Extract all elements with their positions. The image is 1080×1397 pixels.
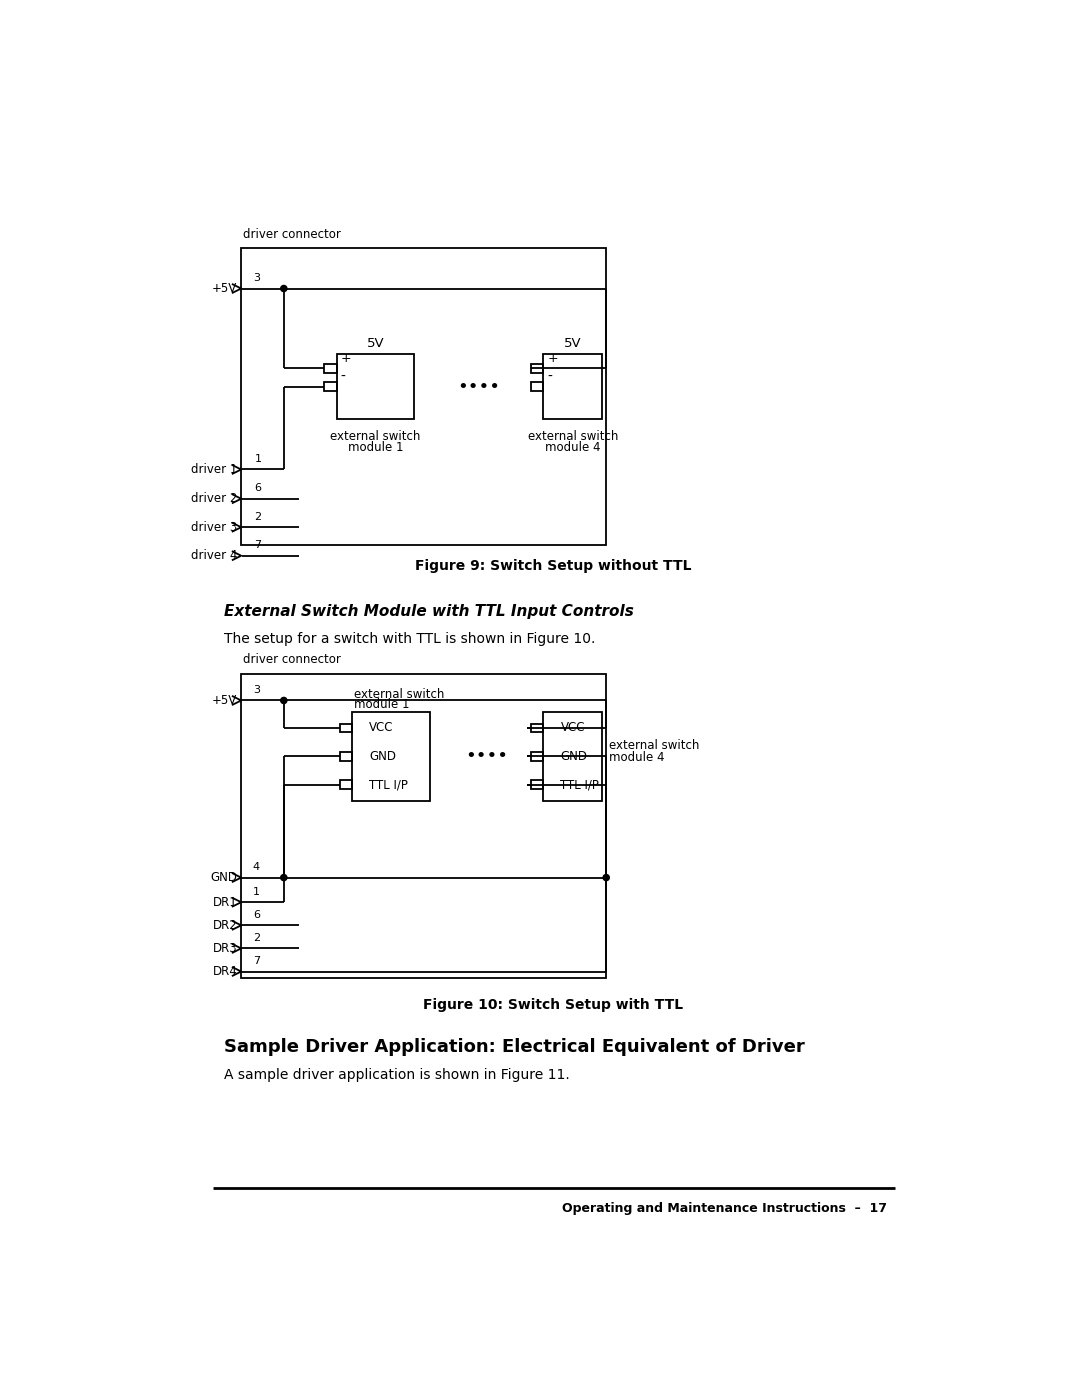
Text: VCC: VCC [561,721,585,735]
Text: A sample driver application is shown in Figure 11.: A sample driver application is shown in … [225,1069,570,1083]
Bar [337,353,414,419]
Bar [531,752,543,760]
Text: The setup for a switch with TTL is shown in Figure 10.: The setup for a switch with TTL is shown… [225,631,595,645]
Circle shape [281,285,287,292]
Bar [543,712,603,800]
Text: External Switch Module with TTL Input Controls: External Switch Module with TTL Input Co… [225,605,634,619]
Text: -: - [340,370,346,384]
Text: module 4: module 4 [608,752,664,764]
Text: Sample Driver Application: Electrical Equivalent of Driver: Sample Driver Application: Electrical Eq… [225,1038,805,1056]
Text: driver 2: driver 2 [191,492,238,506]
Text: 5V: 5V [564,337,582,351]
Text: +: + [548,352,558,365]
Text: DR3: DR3 [213,942,238,956]
Text: GND: GND [561,750,588,763]
Text: module 4: module 4 [545,441,600,454]
Text: DR2: DR2 [213,919,238,932]
Text: 3: 3 [253,274,260,284]
Text: 2: 2 [255,511,261,522]
Bar [543,353,603,419]
Text: Operating and Maintenance Instructions  –  17: Operating and Maintenance Instructions –… [562,1203,887,1215]
Text: GND: GND [211,872,238,884]
Text: ••••: •••• [457,377,500,395]
Text: 7: 7 [253,956,260,967]
Text: TTL I/P: TTL I/P [561,778,599,791]
Text: DR4: DR4 [213,965,238,978]
Text: 6: 6 [253,909,260,921]
Circle shape [281,697,287,704]
Text: module 1: module 1 [353,698,409,711]
Bar [531,383,543,391]
Bar [241,249,606,545]
Text: driver 3: driver 3 [191,521,238,534]
Text: external switch: external switch [353,689,444,701]
Bar [339,752,352,760]
Text: module 1: module 1 [348,441,403,454]
Bar [531,365,543,373]
Text: 3: 3 [253,685,260,696]
Bar [324,365,337,373]
Text: driver 1: driver 1 [191,462,238,476]
Text: driver 4: driver 4 [191,549,238,562]
Bar [241,673,606,978]
Bar [339,781,352,789]
Text: 5V: 5V [366,337,384,351]
Circle shape [603,875,609,880]
Text: ••••: •••• [465,747,508,766]
Text: external switch: external switch [608,739,699,752]
Text: 1: 1 [255,454,261,464]
Text: -: - [548,370,552,384]
Text: TTL I/P: TTL I/P [369,778,408,791]
Text: Figure 9: Switch Setup without TTL: Figure 9: Switch Setup without TTL [415,559,692,573]
Bar [339,724,352,732]
Text: GND: GND [369,750,396,763]
Bar [531,724,543,732]
Text: +: + [340,352,351,365]
Text: driver connector: driver connector [243,228,340,240]
Text: Figure 10: Switch Setup with TTL: Figure 10: Switch Setup with TTL [423,997,684,1011]
Text: external switch: external switch [528,430,618,443]
Text: 6: 6 [255,483,261,493]
Bar [352,712,430,800]
Text: external switch: external switch [330,430,420,443]
Text: VCC: VCC [369,721,393,735]
Bar [531,781,543,789]
Circle shape [281,875,287,880]
Text: driver connector: driver connector [243,652,340,666]
Text: 1: 1 [253,887,260,897]
Text: 2: 2 [253,933,260,943]
Text: +5V: +5V [212,694,238,707]
Text: 4: 4 [253,862,260,872]
Text: +5V: +5V [212,282,238,295]
Bar [324,383,337,391]
Text: DR1: DR1 [213,895,238,908]
Text: 7: 7 [255,541,261,550]
